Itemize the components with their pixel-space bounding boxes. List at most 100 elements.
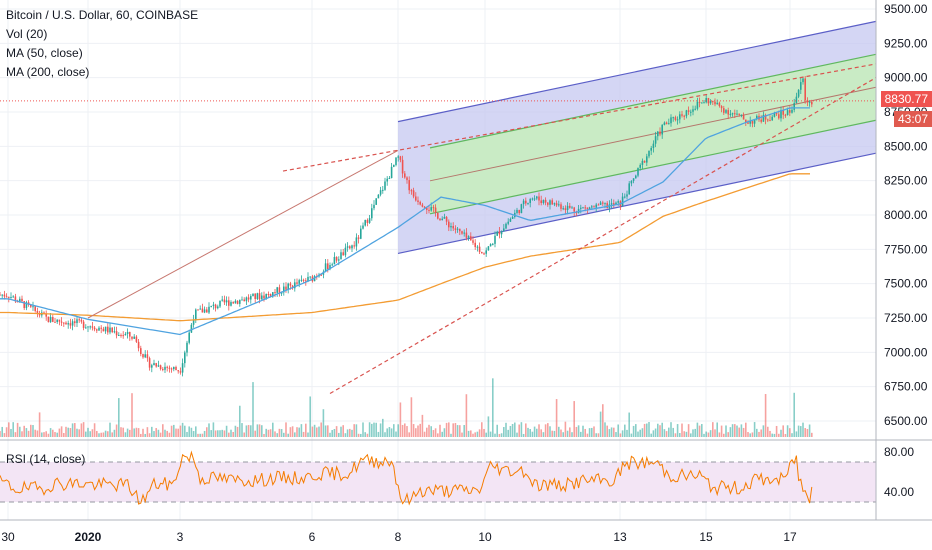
candle-body: [520, 204, 523, 214]
volume-bar: [498, 433, 501, 437]
candle-body: [294, 282, 296, 289]
candle-body: [243, 299, 245, 302]
volume-bar: [516, 432, 518, 437]
candle-body: [32, 306, 34, 308]
legend-volume[interactable]: Vol (20): [6, 27, 48, 41]
volume-bar: [58, 428, 61, 437]
volume-bar: [725, 425, 727, 437]
candle-body: [637, 167, 639, 176]
candle-body: [258, 293, 261, 300]
candle-body: [302, 279, 305, 281]
candle-body: [71, 321, 74, 326]
volume-bar: [269, 429, 272, 437]
volume-bar: [430, 426, 432, 437]
volume-bar: [509, 425, 512, 437]
candle-body: [386, 178, 388, 182]
volume-bar: [520, 422, 523, 437]
volume-bar: [472, 433, 474, 437]
volume-bar: [690, 433, 692, 437]
candle-body: [265, 293, 267, 299]
candle-body: [230, 302, 232, 306]
volume-bar: [258, 424, 261, 437]
trend-line-lower-dashed: [329, 77, 877, 395]
legend-ma200[interactable]: MA (200, close): [6, 65, 90, 79]
volume-bar: [56, 432, 58, 437]
candle-body: [423, 206, 426, 208]
candle-body: [694, 108, 696, 110]
volume-bar: [245, 425, 248, 437]
volume-bar: [665, 431, 668, 437]
volume-bar: [454, 422, 457, 437]
volume-bar: [595, 433, 597, 437]
candle-body: [650, 147, 652, 151]
volume-bar: [382, 418, 384, 437]
volume-bar: [555, 399, 558, 437]
candle-body: [452, 226, 454, 229]
candle-body: [104, 326, 107, 332]
volume-bar: [30, 424, 32, 437]
volume-bar: [186, 431, 188, 437]
price-tick-label: 9000.00: [884, 71, 928, 85]
candle-body: [289, 283, 292, 286]
candle-body: [232, 302, 234, 304]
volume-bar: [549, 426, 551, 437]
candle-body: [445, 216, 448, 222]
legend-title[interactable]: Bitcoin / U.S. Dollar, 60, COINBASE: [6, 8, 199, 22]
candle-body: [184, 352, 186, 364]
candle-body: [362, 225, 364, 229]
candle-body: [329, 265, 331, 270]
candle-body: [272, 292, 274, 297]
volume-bar: [639, 429, 641, 437]
volume-bar: [247, 424, 250, 437]
candle-body: [760, 119, 762, 122]
volume-bar: [767, 426, 769, 437]
volume-bar: [511, 423, 514, 437]
volume-bar: [102, 432, 105, 437]
volume-bar: [683, 431, 685, 437]
candle-body: [443, 216, 446, 219]
candle-body: [712, 101, 714, 103]
volume-bar: [795, 431, 798, 437]
legend-ma50[interactable]: MA (50, close): [6, 46, 83, 60]
candle-body: [107, 326, 109, 333]
volume-bar: [756, 428, 758, 437]
candle-body: [76, 319, 78, 324]
volume-bar: [481, 422, 483, 437]
volume-bar: [740, 424, 743, 437]
volume-bar: [80, 423, 83, 437]
candle-body: [461, 231, 463, 234]
volume-bar: [267, 429, 270, 437]
trend-lines[interactable]: [0, 63, 877, 395]
candle-body: [775, 113, 778, 115]
volume-bar: [203, 430, 206, 437]
candle-body: [96, 329, 98, 331]
candle-body: [43, 312, 45, 314]
volume-bar: [371, 423, 373, 437]
candle-body: [795, 96, 798, 104]
regression-channel[interactable]: [397, 20, 877, 255]
candle-body: [811, 101, 813, 105]
candle-body: [85, 327, 87, 329]
volume-bar: [672, 427, 674, 437]
candle-body: [564, 208, 567, 211]
volume-bar: [703, 433, 705, 437]
volume-bar: [445, 422, 448, 437]
candle-body: [16, 301, 19, 303]
inner-channel-upper: [429, 53, 877, 149]
volume-bar: [518, 424, 520, 437]
volume-bar: [272, 422, 274, 437]
volume-bar: [219, 430, 221, 437]
candle-body: [487, 246, 490, 251]
candle-body: [67, 323, 69, 325]
volume-bar: [635, 424, 637, 437]
volume-bar: [582, 425, 584, 437]
volume-bar: [329, 432, 331, 437]
candle-body: [676, 119, 679, 121]
volume-bar: [280, 429, 283, 437]
rsi-legend[interactable]: RSI (14, close): [6, 452, 86, 466]
volume-bar: [109, 422, 111, 437]
candle-body: [276, 287, 278, 293]
candle-body: [709, 101, 712, 104]
candle-body: [340, 252, 342, 260]
